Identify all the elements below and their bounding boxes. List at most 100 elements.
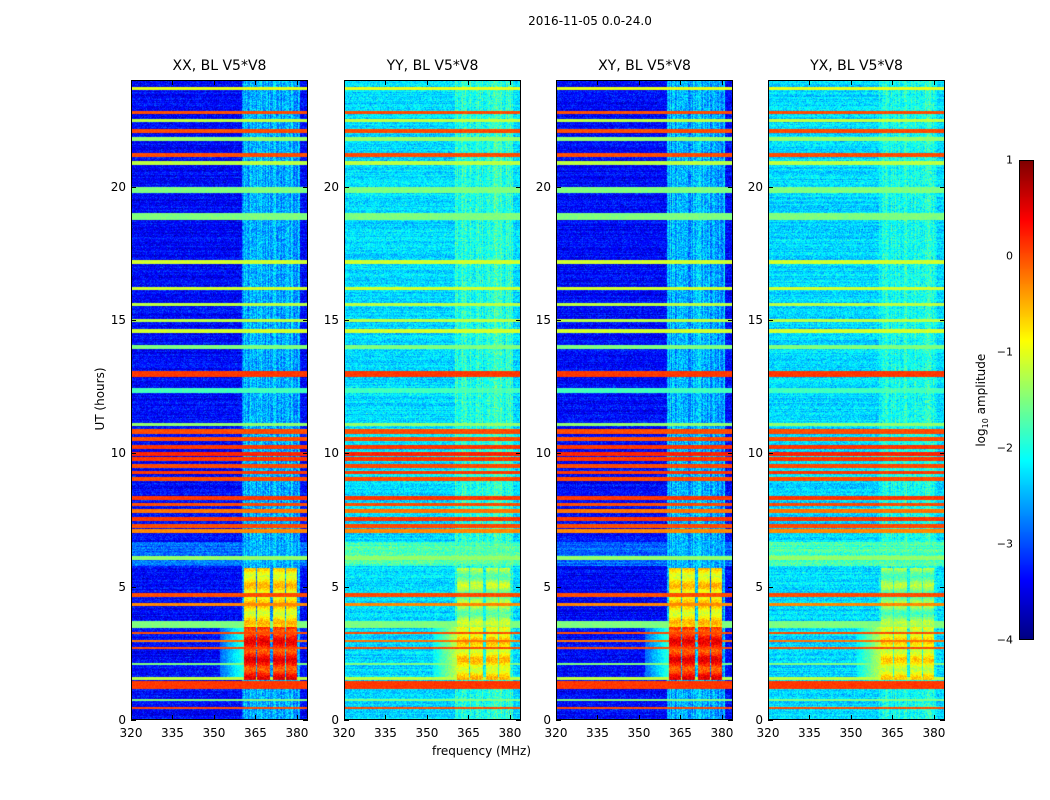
x-tick-mark <box>556 715 557 720</box>
y-tick-mark <box>344 586 349 588</box>
x-tick-mark <box>468 80 470 85</box>
y-tick-mark <box>940 586 945 588</box>
colorbar-tick-label: −1 <box>996 345 1013 359</box>
x-tick-mark <box>255 715 257 720</box>
y-tick-mark <box>131 320 136 321</box>
x-tick-label: 350 <box>627 726 651 740</box>
x-tick-mark <box>426 80 428 85</box>
y-tick-label: 20 <box>747 179 763 194</box>
y-tick-mark <box>556 320 561 321</box>
y-tick-mark <box>556 586 561 588</box>
y-tick-mark <box>516 320 521 321</box>
y-tick-mark <box>768 720 773 721</box>
x-tick-mark <box>933 80 935 85</box>
x-tick-label: 335 <box>374 726 397 740</box>
y-tick-mark <box>303 453 308 455</box>
y-tick-mark <box>516 720 521 721</box>
axes-frame <box>344 80 521 720</box>
y-tick-mark <box>728 320 733 321</box>
y-tick-label: 15 <box>110 313 126 327</box>
x-tick-label: 320 <box>544 726 568 740</box>
colorbar-tick-label: 1 <box>1006 153 1013 167</box>
x-tick-mark <box>213 80 215 85</box>
x-tick-mark <box>680 715 682 720</box>
y-tick-mark <box>131 720 136 721</box>
y-tick-mark <box>768 453 773 455</box>
x-tick-mark <box>638 80 640 85</box>
x-tick-label: 350 <box>202 726 226 740</box>
y-tick-mark <box>516 453 521 455</box>
x-tick-mark <box>892 80 894 85</box>
x-tick-mark <box>426 715 428 720</box>
y-tick-label: 20 <box>323 179 339 194</box>
colorbar-label: log10 amplitude <box>973 353 991 447</box>
x-tick-mark <box>131 715 132 720</box>
x-tick-mark <box>385 80 387 85</box>
y-tick-mark <box>728 586 733 588</box>
x-tick-mark <box>344 80 345 85</box>
x-tick-label: 365 <box>244 726 267 740</box>
x-tick-mark <box>768 715 769 720</box>
y-tick-mark <box>940 320 945 321</box>
x-tick-mark <box>809 715 811 720</box>
y-tick-mark <box>344 320 349 321</box>
x-tick-mark <box>296 715 298 720</box>
x-tick-mark <box>597 715 599 720</box>
y-tick-label: 5 <box>118 579 126 594</box>
y-tick-label: 5 <box>543 579 551 594</box>
colorbar: 1 0 −1 −2 −3 −4 <box>997 154 1034 647</box>
y-tick-mark <box>556 453 561 455</box>
y-tick-label: 20 <box>110 179 126 194</box>
y-tick-label: 5 <box>755 579 763 594</box>
axes-frame <box>131 80 308 720</box>
y-tick-mark <box>768 586 773 588</box>
y-tick-label: 0 <box>755 713 763 727</box>
x-tick-label: 335 <box>798 726 821 740</box>
y-tick-label: 15 <box>535 313 551 327</box>
panel-title: XY, BL V5*V8 <box>598 58 691 74</box>
y-tick-mark <box>344 720 349 721</box>
x-tick-label: 380 <box>498 726 522 740</box>
x-tick-label: 365 <box>457 726 480 740</box>
x-tick-mark <box>556 80 557 85</box>
y-tick-label: 10 <box>747 446 763 461</box>
y-tick-label: 10 <box>323 446 339 461</box>
x-tick-mark <box>468 715 470 720</box>
y-tick-mark <box>556 720 561 721</box>
axes-frame <box>768 80 945 720</box>
colorbar-tick-label: 0 <box>1006 249 1013 263</box>
spectrogram-image <box>344 80 521 720</box>
x-tick-mark <box>131 80 132 85</box>
y-tick-mark <box>768 186 773 188</box>
spectrogram-panel: XY, BL V5*V8 320 335 350 365 380 0 5 10 15 20 <box>536 58 734 740</box>
y-tick-label: 0 <box>118 713 126 727</box>
x-tick-mark <box>296 80 298 85</box>
y-tick-mark <box>728 453 733 455</box>
x-tick-mark <box>768 80 769 85</box>
spectrogram-image <box>768 80 945 720</box>
x-tick-label: 380 <box>285 726 309 740</box>
y-tick-mark <box>940 186 945 188</box>
x-tick-mark <box>213 715 215 720</box>
x-tick-label: 335 <box>586 726 609 740</box>
y-tick-mark <box>303 586 308 588</box>
y-tick-label: 0 <box>543 713 551 727</box>
x-axis-label: frequency (MHz) <box>432 744 532 758</box>
y-tick-label: 10 <box>535 446 551 461</box>
x-tick-mark <box>172 80 174 85</box>
y-tick-label: 0 <box>331 713 339 727</box>
x-tick-label: 320 <box>756 726 780 740</box>
y-tick-mark <box>516 186 521 188</box>
x-tick-label: 365 <box>881 726 904 740</box>
axes-frame <box>556 80 733 720</box>
spectrogram-panel: YY, BL V5*V8 320 335 350 365 380 0 5 10 15 20 <box>324 58 522 740</box>
y-tick-mark <box>940 720 945 721</box>
x-tick-label: 335 <box>161 726 184 740</box>
y-tick-mark <box>940 453 945 455</box>
colorbar-gradient <box>1019 160 1034 640</box>
y-tick-mark <box>131 186 136 188</box>
colorbar-tick-label: −3 <box>996 537 1013 551</box>
panel-title: YX, BL V5*V8 <box>810 58 903 74</box>
panel-title: YY, BL V5*V8 <box>386 58 479 74</box>
y-tick-mark <box>131 586 136 588</box>
